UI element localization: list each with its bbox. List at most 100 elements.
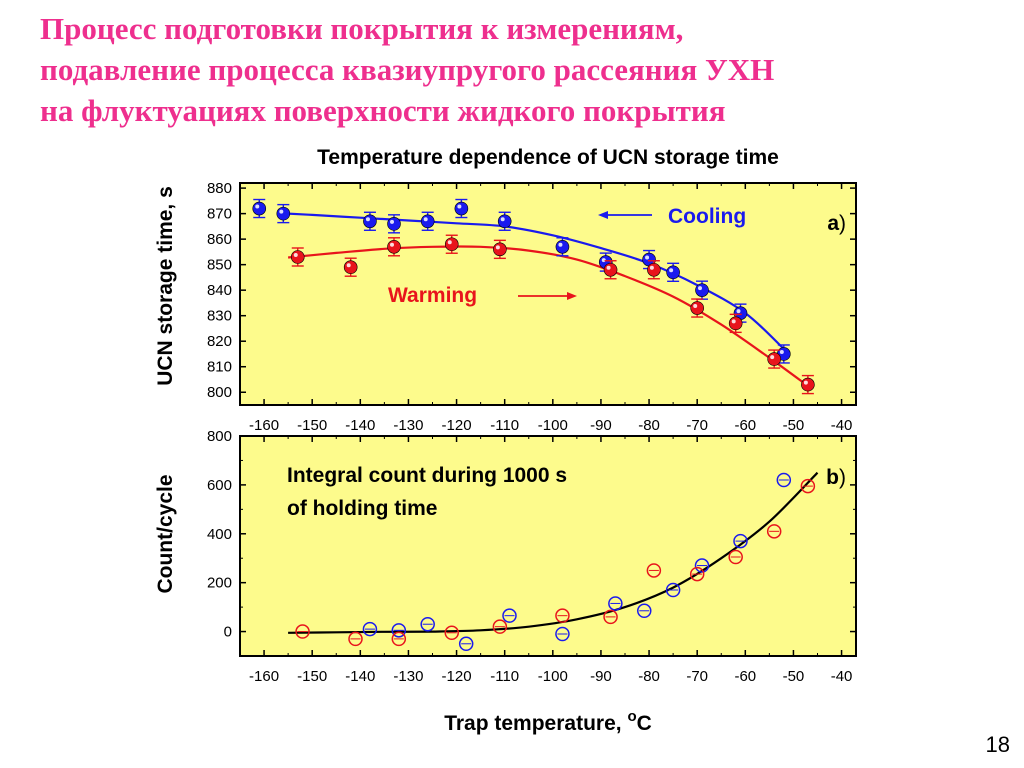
x-tick-label: -140 [345,417,375,434]
data-point [690,301,704,315]
x-tick-label: -160 [249,417,279,434]
x-tick-label: -120 [442,417,472,434]
y-tick-label: 800 [207,384,232,401]
panel-label: b) [826,466,846,489]
data-point [647,262,661,277]
x-tick-label: -110 [490,417,519,434]
x-tick-label: -140 [345,668,375,685]
data-point-highlight [606,265,611,270]
chart-title: Temperature dependence of UCN storage ti… [317,146,779,169]
data-point [555,626,570,642]
data-point [733,533,748,549]
data-point [665,582,681,598]
x-axis-title: Trap temperature, oC [444,708,652,735]
data-point-highlight [731,319,736,324]
slide-title-line: подавление процесса квазиупругого рассея… [40,52,775,87]
x-tick-label: -150 [297,417,327,434]
data-point-highlight [293,253,298,257]
plot-area [240,183,856,405]
data-point [444,625,459,641]
data-point [603,262,618,277]
page-number: 18 [985,732,1010,757]
x-tick-label: -100 [538,668,568,685]
x-tick-label: -70 [686,668,708,685]
x-tick-label: -80 [638,417,660,434]
data-point [502,608,517,623]
data-point [391,623,407,638]
data-point [767,352,781,366]
data-point-highlight [423,217,428,222]
data-point [420,214,435,229]
data-point-highlight [457,204,462,209]
data-point-highlight [770,355,775,360]
x-tick-label: -110 [490,668,519,685]
y-tick-label: 870 [207,206,232,223]
data-point [694,558,710,573]
x-tick-label: -40 [831,668,853,685]
y-tick-label: 400 [207,526,232,543]
panel-a: -160 -150 -140 -130 -120 -110 -100 -90 -80 -70 -60… [154,146,857,434]
warming-arrow-head [567,292,577,300]
data-point [608,596,623,611]
y-axis-title: Count/cycle [154,474,177,593]
x-tick-label: -120 [442,668,472,685]
annotation-cooling: Cooling [668,205,746,228]
y-tick-label: 850 [207,257,232,274]
x-tick-label: -160 [249,668,279,685]
data-point-highlight [803,380,808,385]
annotation-line: Integral count during 1000 s [287,464,567,487]
data-point [800,478,816,494]
slide-title: Процесс подготовки покрытия к измерениям… [40,8,1000,131]
x-tick-label: -50 [783,417,805,434]
data-point [343,260,358,275]
y-tick-label: 810 [207,359,232,376]
data-point [492,619,508,634]
data-point [276,206,291,221]
y-tick-label: 830 [207,308,232,325]
data-point [295,624,310,639]
y-tick-label: 820 [207,333,232,350]
x-tick-label: -100 [538,417,568,434]
data-point [391,631,407,647]
plot-content [252,198,815,395]
x-tick-label: -150 [297,668,327,685]
x-tick-label: -130 [393,668,423,685]
data-point [454,201,469,216]
data-point [420,616,435,632]
y-tick-label: 860 [207,231,232,248]
data-point-highlight [558,242,563,247]
y-tick-label: 0 [224,624,232,641]
annotation-warming: Warming [388,284,477,307]
data-point [689,566,705,582]
data-point [728,316,743,331]
data-point [666,265,680,280]
y-axis-title: UCN storage time, s [154,186,177,386]
slide-title-line: Процесс подготовки покрытия к измерениям… [40,11,684,46]
plot-content [288,471,819,652]
data-point-highlight [495,245,500,250]
y-tick-label: 800 [207,428,232,445]
data-point [290,250,305,264]
x-tick-label: -90 [590,668,612,685]
data-point [348,631,363,647]
data-point-highlight [346,263,351,268]
annotation-line: of holding time [287,497,437,520]
data-point [458,636,474,652]
data-point-highlight [649,265,654,270]
data-point [252,201,267,216]
data-point [493,242,507,257]
data-point [444,237,459,252]
data-point-highlight [500,217,505,222]
data-point [637,603,652,619]
data-point-highlight [693,304,698,309]
data-point-highlight [779,349,784,354]
cooling-arrow-head [598,211,608,219]
data-point [555,239,570,254]
data-point [801,377,815,392]
data-point [728,549,743,565]
data-point [387,217,401,231]
x-tick-label: -70 [686,417,708,434]
x-tick-label: -50 [783,668,805,685]
x-tick-label: -60 [734,417,756,434]
